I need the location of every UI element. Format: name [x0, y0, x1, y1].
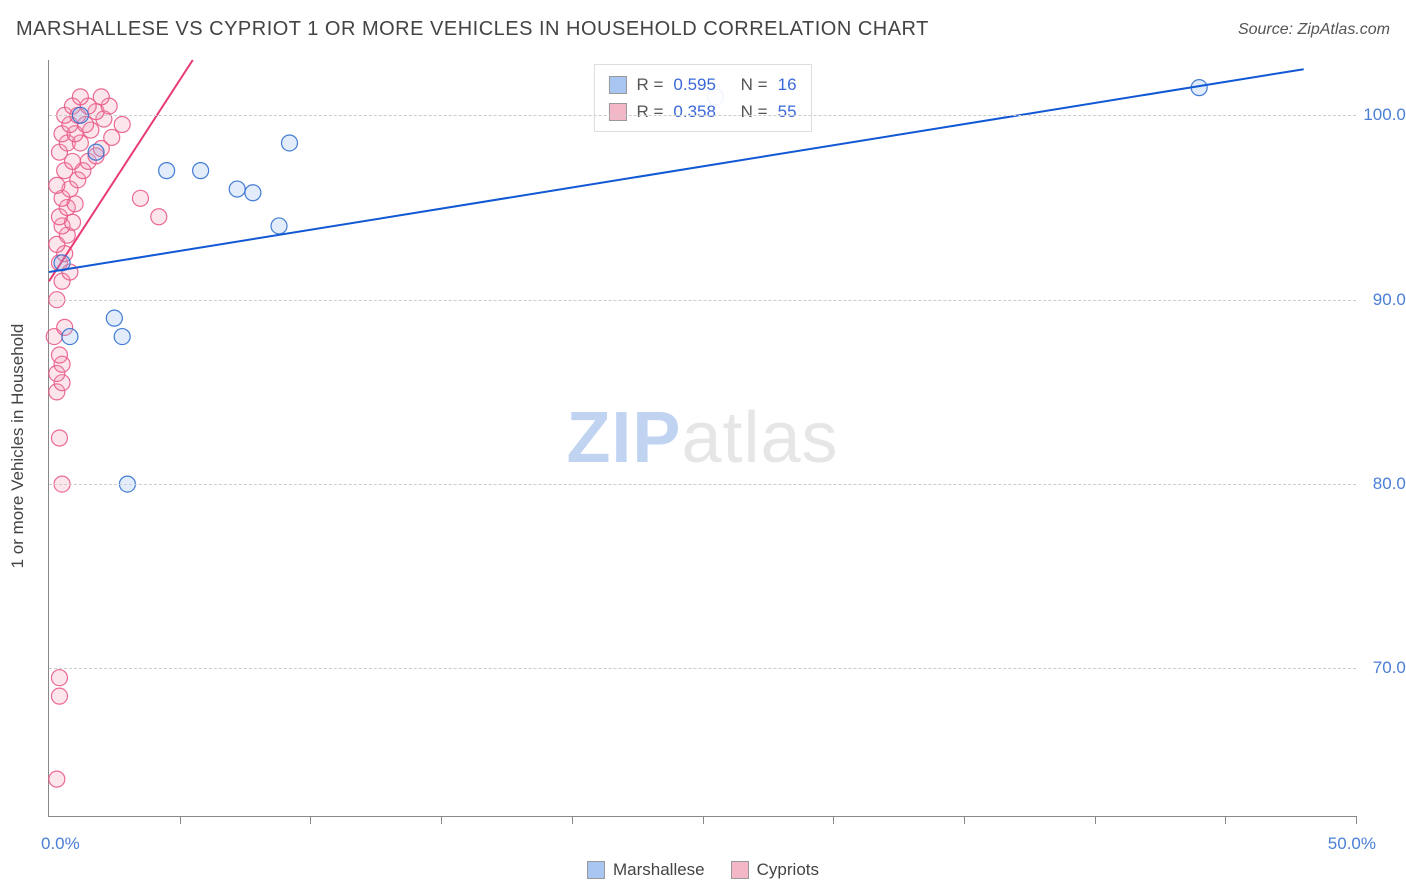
plot-area: ZIPatlas R = 0.595 N = 16 R = 0.358 N = …	[48, 60, 1356, 817]
r-value-0: 0.595	[673, 71, 716, 98]
data-point	[193, 163, 209, 179]
data-point	[93, 89, 109, 105]
chart-title: MARSHALLESE VS CYPRIOT 1 OR MORE VEHICLE…	[16, 18, 929, 41]
data-point	[51, 688, 67, 704]
y-axis-label: 1 or more Vehicles in Household	[8, 324, 28, 569]
y-tick-label: 100.0%	[1363, 105, 1406, 125]
swatch-cypriots	[608, 103, 626, 121]
legend-swatch-marshallese	[587, 861, 605, 879]
data-point	[114, 117, 130, 133]
data-point	[72, 89, 88, 105]
y-tick-label: 90.0%	[1373, 290, 1406, 310]
swatch-marshallese	[608, 76, 626, 94]
legend-item-cypriots: Cypriots	[731, 860, 819, 880]
data-point	[271, 218, 287, 234]
x-tick-label-min: 0.0%	[41, 834, 80, 854]
x-tick-mark	[964, 816, 965, 824]
legend-swatch-cypriots	[731, 861, 749, 879]
data-point	[62, 329, 78, 345]
data-point	[229, 181, 245, 197]
x-tick-mark	[1095, 816, 1096, 824]
y-gridline	[49, 484, 1356, 485]
chart-container: MARSHALLESE VS CYPRIOT 1 OR MORE VEHICLE…	[0, 0, 1406, 892]
n-value-1: 55	[778, 98, 797, 125]
data-point	[114, 329, 130, 345]
stats-row-cypriots: R = 0.358 N = 55	[608, 98, 796, 125]
y-tick-label: 70.0%	[1373, 658, 1406, 678]
r-label-1: R =	[636, 98, 663, 125]
n-value-0: 16	[778, 71, 797, 98]
y-gridline	[49, 668, 1356, 669]
data-point	[151, 209, 167, 225]
data-point	[49, 771, 65, 787]
bottom-legend: Marshallese Cypriots	[587, 860, 819, 880]
data-point	[132, 190, 148, 206]
x-tick-mark	[703, 816, 704, 824]
x-tick-mark	[1225, 816, 1226, 824]
legend-label-marshallese: Marshallese	[613, 860, 705, 880]
data-point	[159, 163, 175, 179]
x-tick-label-max: 50.0%	[1328, 834, 1376, 854]
y-gridline	[49, 115, 1356, 116]
data-point	[104, 129, 120, 145]
title-row: MARSHALLESE VS CYPRIOT 1 OR MORE VEHICLE…	[16, 18, 1390, 41]
data-point	[51, 670, 67, 686]
data-point	[281, 135, 297, 151]
data-point	[49, 177, 65, 193]
x-tick-mark	[441, 816, 442, 824]
data-point	[106, 310, 122, 326]
data-point	[51, 347, 67, 363]
x-tick-mark	[310, 816, 311, 824]
legend-item-marshallese: Marshallese	[587, 860, 705, 880]
x-tick-mark	[180, 816, 181, 824]
legend-label-cypriots: Cypriots	[757, 860, 819, 880]
y-gridline	[49, 300, 1356, 301]
y-tick-label: 80.0%	[1373, 474, 1406, 494]
r-label-0: R =	[636, 71, 663, 98]
data-point	[88, 144, 104, 160]
scatter-svg	[49, 60, 1356, 816]
n-label-1: N =	[741, 98, 768, 125]
x-tick-mark	[572, 816, 573, 824]
correlation-stats-box: R = 0.595 N = 16 R = 0.358 N = 55	[593, 64, 811, 132]
data-point	[245, 185, 261, 201]
stats-row-marshallese: R = 0.595 N = 16	[608, 71, 796, 98]
x-tick-mark	[1356, 816, 1357, 824]
r-value-1: 0.358	[673, 98, 716, 125]
source-attribution: Source: ZipAtlas.com	[1238, 21, 1390, 39]
n-label-0: N =	[741, 71, 768, 98]
data-point	[51, 430, 67, 446]
x-tick-mark	[833, 816, 834, 824]
